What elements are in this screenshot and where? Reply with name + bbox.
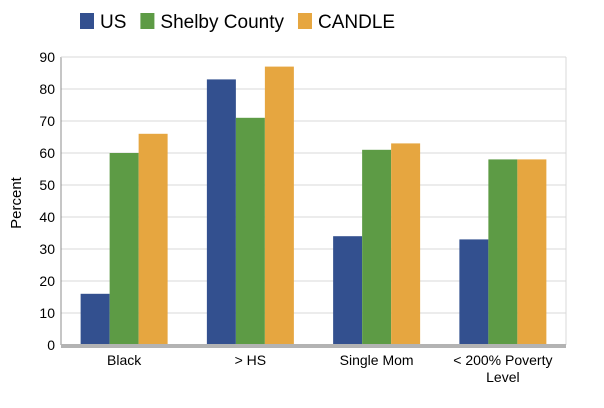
bar-candle — [264, 66, 294, 345]
x-tick-label: Single Mom — [340, 352, 414, 368]
legend-label: US — [100, 12, 126, 33]
y-tick-label: 20 — [39, 273, 55, 289]
legend-swatch — [80, 13, 94, 29]
bar-us — [80, 293, 110, 345]
bar-candle — [138, 133, 168, 345]
bar-shelby-county — [488, 159, 518, 345]
legend-label: CANDLE — [318, 12, 395, 33]
x-tick-label: < 200% Poverty Level — [453, 352, 552, 385]
axes — [60, 56, 567, 348]
y-tick-label: 70 — [39, 113, 55, 129]
bar-us — [206, 79, 236, 346]
legend-item-candle: CANDLE — [297, 12, 395, 33]
y-tick-label: 90 — [39, 49, 55, 65]
bar-us — [459, 239, 489, 345]
bar-shelby-county — [362, 149, 392, 345]
bar-shelby-county — [109, 153, 139, 345]
legend-swatch — [140, 13, 155, 29]
legend-swatch — [297, 13, 312, 29]
y-tick-label: 80 — [39, 81, 55, 97]
legend-item-shelby-county: Shelby County — [140, 12, 284, 33]
bar-candle — [391, 143, 421, 345]
y-tick-label: 40 — [39, 209, 55, 225]
y-tick-label: 60 — [39, 145, 55, 161]
bar-candle — [517, 159, 547, 345]
x-tick-label: Black — [107, 352, 142, 368]
x-axis-categories: Black > HS Single Mom < 200% Poverty Level — [107, 352, 552, 385]
legend-label: Shelby County — [160, 12, 284, 33]
legend: US Shelby County CANDLE — [80, 12, 395, 33]
bars — [80, 66, 547, 346]
y-tick-label: 0 — [47, 337, 55, 353]
bar-shelby-county — [235, 117, 265, 345]
y-tick-label: 30 — [39, 241, 55, 257]
y-axis-ticks: 0 10 20 30 40 50 60 70 80 90 — [39, 49, 55, 353]
bar-us — [333, 236, 363, 345]
y-tick-label: 50 — [39, 177, 55, 193]
y-axis-label: Percent — [8, 176, 25, 229]
x-axis-line — [61, 344, 566, 348]
y-tick-label: 10 — [39, 305, 55, 321]
legend-item-us: US — [80, 12, 126, 33]
x-tick-label: > HS — [235, 352, 267, 368]
